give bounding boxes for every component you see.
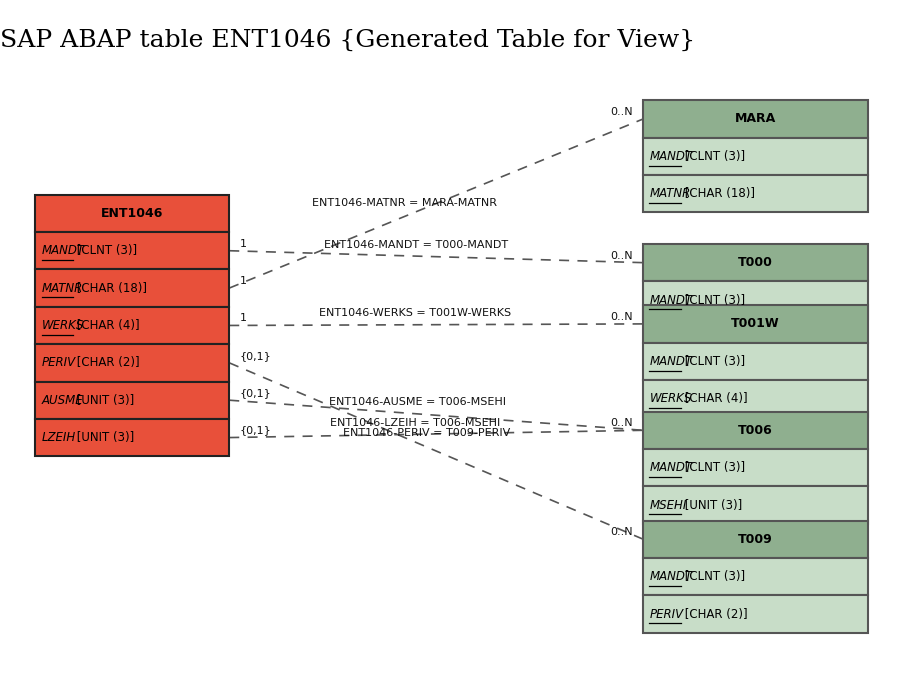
Text: {0,1}: {0,1} xyxy=(240,351,271,361)
Text: 1: 1 xyxy=(240,314,247,323)
Text: PERIV: PERIV xyxy=(41,356,76,369)
Text: ENT1046-MATNR = MARA-MATNR: ENT1046-MATNR = MARA-MATNR xyxy=(312,197,497,208)
Text: 1: 1 xyxy=(240,239,247,248)
Bar xyxy=(644,175,868,213)
Text: MANDT: MANDT xyxy=(649,355,692,368)
Text: [CHAR (4)]: [CHAR (4)] xyxy=(681,392,748,405)
Text: 0..N: 0..N xyxy=(610,527,633,537)
Bar xyxy=(644,305,868,343)
Bar xyxy=(644,244,868,281)
Text: 0..N: 0..N xyxy=(610,250,633,261)
Text: ENT1046-MANDT = T000-MANDT: ENT1046-MANDT = T000-MANDT xyxy=(325,239,509,250)
Bar xyxy=(644,449,868,486)
Text: ENT1046-AUSME = T006-MSEHI: ENT1046-AUSME = T006-MSEHI xyxy=(329,398,506,407)
Bar xyxy=(644,558,868,595)
Text: [CHAR (18)]: [CHAR (18)] xyxy=(74,281,147,294)
Text: [CHAR (18)]: [CHAR (18)] xyxy=(681,187,755,200)
Text: MATNR: MATNR xyxy=(649,187,690,200)
Text: PERIV: PERIV xyxy=(649,608,683,621)
Text: MATNR: MATNR xyxy=(41,281,83,294)
Text: [CHAR (4)]: [CHAR (4)] xyxy=(74,319,140,332)
Text: [CLNT (3)]: [CLNT (3)] xyxy=(681,150,745,163)
Text: AUSME: AUSME xyxy=(41,394,84,407)
Text: [UNIT (3)]: [UNIT (3)] xyxy=(681,499,743,512)
Text: {0,1}: {0,1} xyxy=(240,425,271,436)
Bar xyxy=(644,100,868,138)
Bar xyxy=(644,486,868,524)
Text: [CHAR (2)]: [CHAR (2)] xyxy=(681,608,748,621)
Text: [CHAR (2)]: [CHAR (2)] xyxy=(74,356,140,369)
Text: ENT1046-WERKS = T001W-WERKS: ENT1046-WERKS = T001W-WERKS xyxy=(319,308,512,319)
Text: 0..N: 0..N xyxy=(610,418,633,428)
Bar xyxy=(644,595,868,633)
Text: [UNIT (3)]: [UNIT (3)] xyxy=(74,394,135,407)
Text: MANDT: MANDT xyxy=(649,150,692,163)
Bar xyxy=(35,382,229,419)
Text: T000: T000 xyxy=(738,256,773,269)
Text: MANDT: MANDT xyxy=(649,294,692,307)
Text: 1: 1 xyxy=(240,276,247,286)
Text: T009: T009 xyxy=(738,533,773,546)
Text: 0..N: 0..N xyxy=(610,107,633,117)
Text: {0,1}: {0,1} xyxy=(240,388,271,398)
Text: [CLNT (3)]: [CLNT (3)] xyxy=(681,461,745,474)
Text: [CLNT (3)]: [CLNT (3)] xyxy=(681,570,745,583)
Bar xyxy=(644,138,868,175)
Bar xyxy=(644,380,868,418)
Text: T006: T006 xyxy=(738,424,773,437)
Text: ENT1046-PERIV = T009-PERIV: ENT1046-PERIV = T009-PERIV xyxy=(343,428,511,438)
Bar xyxy=(644,343,868,380)
Text: 0..N: 0..N xyxy=(610,312,633,322)
Bar xyxy=(35,232,229,270)
Bar xyxy=(644,521,868,558)
Bar xyxy=(35,307,229,344)
Bar xyxy=(35,419,229,456)
Bar xyxy=(35,344,229,382)
Text: [CLNT (3)]: [CLNT (3)] xyxy=(681,294,745,307)
Text: LZEIH: LZEIH xyxy=(41,431,76,444)
Text: [CLNT (3)]: [CLNT (3)] xyxy=(681,355,745,368)
Bar xyxy=(644,281,868,319)
Text: [UNIT (3)]: [UNIT (3)] xyxy=(74,431,135,444)
Text: WERKS: WERKS xyxy=(41,319,84,332)
Text: T001W: T001W xyxy=(732,317,780,330)
Text: MSEHI: MSEHI xyxy=(649,499,687,512)
Text: [CLNT (3)]: [CLNT (3)] xyxy=(74,244,138,257)
Text: MARA: MARA xyxy=(735,112,776,125)
Text: ENT1046-LZEIH = T006-MSEHI: ENT1046-LZEIH = T006-MSEHI xyxy=(330,418,500,428)
Text: MANDT: MANDT xyxy=(41,244,85,257)
Bar xyxy=(644,411,868,449)
Text: ENT1046: ENT1046 xyxy=(102,207,164,220)
Text: MANDT: MANDT xyxy=(649,570,692,583)
Bar xyxy=(35,270,229,307)
Bar xyxy=(35,195,229,232)
Text: WERKS: WERKS xyxy=(649,392,692,405)
Text: SAP ABAP table ENT1046 {Generated Table for View}: SAP ABAP table ENT1046 {Generated Table … xyxy=(0,30,696,52)
Text: MANDT: MANDT xyxy=(649,461,692,474)
